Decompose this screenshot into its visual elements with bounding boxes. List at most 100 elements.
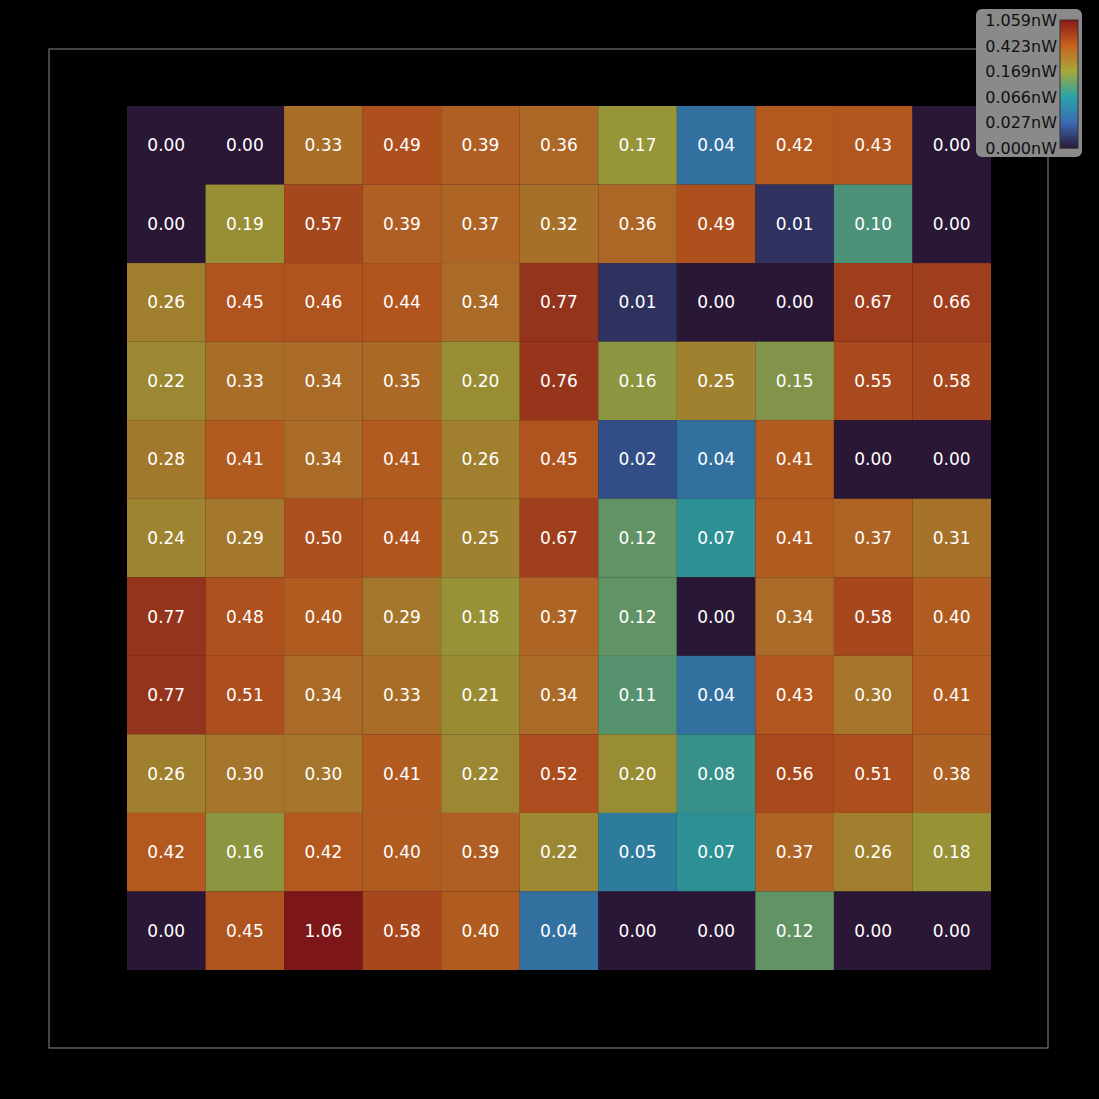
svg-text:0.43: 0.43: [776, 685, 814, 705]
svg-text:0.30: 0.30: [304, 764, 342, 784]
svg-text:0.45: 0.45: [226, 292, 264, 312]
svg-text:0.39: 0.39: [462, 842, 500, 862]
svg-text:0.28: 0.28: [147, 449, 185, 469]
svg-text:0.37: 0.37: [462, 214, 500, 234]
svg-text:0.000nW: 0.000nW: [985, 139, 1057, 158]
svg-text:0.36: 0.36: [540, 135, 578, 155]
svg-text:0.17: 0.17: [619, 135, 657, 155]
svg-text:0.51: 0.51: [226, 685, 264, 705]
svg-text:0.34: 0.34: [304, 449, 342, 469]
svg-text:0.37: 0.37: [540, 607, 578, 627]
svg-text:0.40: 0.40: [383, 842, 421, 862]
svg-text:0.51: 0.51: [854, 764, 892, 784]
svg-text:0.40: 0.40: [304, 607, 342, 627]
svg-text:0.48: 0.48: [226, 607, 264, 627]
svg-text:0.37: 0.37: [854, 528, 892, 548]
svg-text:0.00: 0.00: [697, 921, 735, 941]
svg-text:0.55: 0.55: [854, 371, 892, 391]
svg-text:0.25: 0.25: [697, 371, 735, 391]
svg-text:0.00: 0.00: [697, 607, 735, 627]
svg-text:0.49: 0.49: [383, 135, 421, 155]
svg-text:0.77: 0.77: [540, 292, 578, 312]
svg-text:0.02: 0.02: [619, 449, 657, 469]
svg-text:0.00: 0.00: [854, 449, 892, 469]
svg-text:0.34: 0.34: [304, 371, 342, 391]
svg-text:0.49: 0.49: [697, 214, 735, 234]
svg-text:1.059nW: 1.059nW: [985, 11, 1057, 30]
svg-text:0.01: 0.01: [619, 292, 657, 312]
svg-text:0.38: 0.38: [933, 764, 971, 784]
svg-text:0.00: 0.00: [147, 214, 185, 234]
svg-text:0.34: 0.34: [462, 292, 500, 312]
svg-text:0.30: 0.30: [226, 764, 264, 784]
svg-text:0.42: 0.42: [147, 842, 185, 862]
svg-text:0.00: 0.00: [933, 449, 971, 469]
svg-text:0.31: 0.31: [933, 528, 971, 548]
svg-text:0.42: 0.42: [776, 135, 814, 155]
svg-text:0.50: 0.50: [304, 528, 342, 548]
svg-text:0.11: 0.11: [619, 685, 657, 705]
svg-text:0.066nW: 0.066nW: [985, 88, 1057, 107]
svg-text:0.04: 0.04: [540, 921, 578, 941]
svg-text:0.56: 0.56: [776, 764, 814, 784]
svg-text:0.05: 0.05: [619, 842, 657, 862]
svg-text:0.45: 0.45: [226, 921, 264, 941]
svg-text:0.77: 0.77: [147, 685, 185, 705]
svg-text:0.00: 0.00: [933, 135, 971, 155]
svg-text:0.40: 0.40: [933, 607, 971, 627]
svg-text:0.00: 0.00: [619, 921, 657, 941]
svg-text:0.00: 0.00: [854, 921, 892, 941]
svg-text:0.18: 0.18: [933, 842, 971, 862]
svg-text:0.10: 0.10: [854, 214, 892, 234]
svg-text:0.12: 0.12: [776, 921, 814, 941]
svg-text:0.33: 0.33: [226, 371, 264, 391]
svg-text:0.22: 0.22: [462, 764, 500, 784]
svg-text:0.42: 0.42: [304, 842, 342, 862]
svg-text:0.34: 0.34: [776, 607, 814, 627]
svg-text:0.26: 0.26: [147, 764, 185, 784]
svg-text:0.77: 0.77: [147, 607, 185, 627]
svg-text:0.43: 0.43: [854, 135, 892, 155]
svg-text:0.18: 0.18: [462, 607, 500, 627]
svg-text:0.26: 0.26: [147, 292, 185, 312]
svg-text:0.58: 0.58: [383, 921, 421, 941]
svg-text:0.07: 0.07: [697, 842, 735, 862]
svg-text:0.25: 0.25: [462, 528, 500, 548]
svg-text:0.29: 0.29: [383, 607, 421, 627]
svg-text:0.44: 0.44: [383, 528, 421, 548]
svg-text:0.01: 0.01: [776, 214, 814, 234]
svg-text:0.35: 0.35: [383, 371, 421, 391]
svg-text:0.58: 0.58: [933, 371, 971, 391]
svg-text:0.32: 0.32: [540, 214, 578, 234]
svg-text:0.57: 0.57: [304, 214, 342, 234]
svg-text:0.30: 0.30: [854, 685, 892, 705]
svg-text:0.39: 0.39: [462, 135, 500, 155]
svg-text:0.41: 0.41: [383, 764, 421, 784]
svg-text:0.34: 0.34: [304, 685, 342, 705]
svg-text:0.00: 0.00: [147, 921, 185, 941]
svg-text:0.41: 0.41: [383, 449, 421, 469]
svg-text:0.67: 0.67: [540, 528, 578, 548]
svg-text:0.40: 0.40: [462, 921, 500, 941]
svg-text:0.76: 0.76: [540, 371, 578, 391]
svg-text:0.08: 0.08: [697, 764, 735, 784]
svg-text:0.33: 0.33: [304, 135, 342, 155]
svg-text:0.41: 0.41: [776, 449, 814, 469]
svg-text:0.00: 0.00: [933, 921, 971, 941]
svg-text:0.29: 0.29: [226, 528, 264, 548]
svg-text:0.15: 0.15: [776, 371, 814, 391]
svg-text:0.169nW: 0.169nW: [985, 62, 1057, 81]
svg-text:0.16: 0.16: [619, 371, 657, 391]
svg-text:0.34: 0.34: [540, 685, 578, 705]
svg-text:0.39: 0.39: [383, 214, 421, 234]
svg-text:0.00: 0.00: [933, 214, 971, 234]
svg-text:0.67: 0.67: [854, 292, 892, 312]
svg-text:0.26: 0.26: [854, 842, 892, 862]
svg-text:0.00: 0.00: [776, 292, 814, 312]
svg-text:1.06: 1.06: [304, 921, 342, 941]
svg-text:0.41: 0.41: [226, 449, 264, 469]
svg-text:0.16: 0.16: [226, 842, 264, 862]
svg-text:0.41: 0.41: [776, 528, 814, 548]
svg-text:0.22: 0.22: [540, 842, 578, 862]
svg-text:0.33: 0.33: [383, 685, 421, 705]
